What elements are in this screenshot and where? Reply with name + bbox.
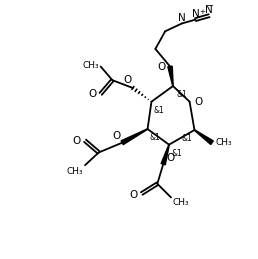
Polygon shape <box>161 145 169 165</box>
Text: CH₃: CH₃ <box>82 61 99 70</box>
Polygon shape <box>194 130 213 145</box>
Text: +: + <box>199 9 205 15</box>
Text: O: O <box>112 131 120 141</box>
Text: N: N <box>192 9 199 19</box>
Text: N: N <box>178 12 186 23</box>
Text: &1: &1 <box>177 90 188 99</box>
Text: O: O <box>157 61 165 71</box>
Text: O: O <box>73 136 81 146</box>
Text: CH₃: CH₃ <box>173 198 190 207</box>
Text: O: O <box>124 75 132 85</box>
Text: −: − <box>206 1 213 10</box>
Polygon shape <box>121 129 148 145</box>
Text: CH₃: CH₃ <box>216 138 233 147</box>
Text: &1: &1 <box>150 133 160 142</box>
Text: O: O <box>195 97 203 107</box>
Text: O: O <box>130 190 138 199</box>
Text: CH₃: CH₃ <box>67 167 83 176</box>
Text: O: O <box>88 89 97 99</box>
Text: &1: &1 <box>154 106 164 114</box>
Text: N: N <box>205 5 213 15</box>
Text: O: O <box>166 153 174 163</box>
Polygon shape <box>168 66 173 86</box>
Text: &1: &1 <box>171 149 182 157</box>
Text: &1: &1 <box>182 134 192 143</box>
